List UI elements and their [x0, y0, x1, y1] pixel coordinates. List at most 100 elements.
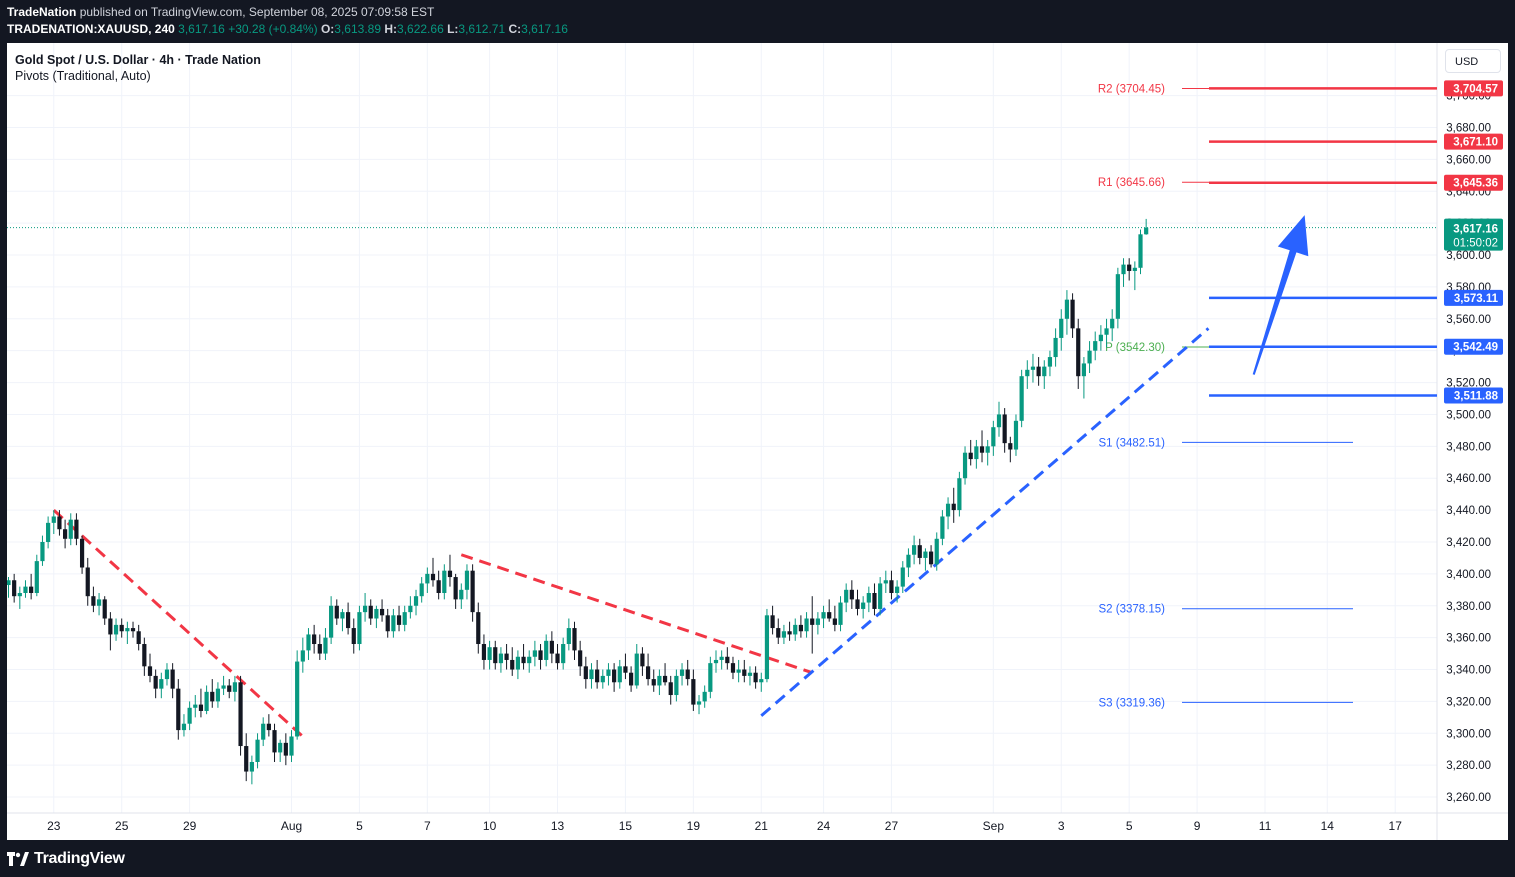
badge-bg: [1444, 289, 1503, 306]
close-value: 3,617.16: [521, 22, 568, 36]
chart-title[interactable]: Gold Spot / U.S. Dollar · 4h · Trade Nat…: [15, 53, 261, 67]
publisher-name[interactable]: TradeNation: [7, 5, 77, 19]
candle: [736, 659, 741, 683]
candle: [142, 637, 147, 676]
candle: [295, 650, 300, 740]
candle: [402, 605, 407, 632]
last-price-badge-bg: [1444, 218, 1503, 251]
candle: [300, 637, 305, 673]
candle: [1019, 369, 1024, 428]
chart-legend: Gold Spot / U.S. Dollar · 4h · Trade Nat…: [15, 53, 261, 83]
tradingview-logo[interactable]: TradingView: [7, 849, 125, 869]
candle: [832, 605, 837, 632]
pivot-label: R2 (3704.45): [1098, 84, 1165, 96]
candle: [249, 755, 254, 785]
candle: [340, 608, 345, 632]
candle: [798, 615, 803, 638]
candle: [544, 634, 549, 667]
indicator-label[interactable]: Pivots (Traditional, Auto): [15, 69, 151, 83]
time-tick-label: 19: [687, 819, 701, 833]
candle-body: [889, 580, 894, 593]
candle: [221, 675, 226, 696]
candle: [125, 621, 130, 645]
candle: [1008, 436, 1013, 463]
candle: [29, 573, 34, 600]
high-label: H:: [384, 22, 398, 36]
time-tick-label: 5: [356, 819, 363, 833]
candle: [815, 612, 820, 635]
candle-body: [125, 628, 130, 632]
candle: [928, 545, 934, 568]
candle-body: [606, 669, 611, 676]
candle: [866, 586, 871, 613]
candle: [1104, 318, 1109, 348]
candle: [821, 605, 826, 629]
candle-body: [928, 551, 934, 565]
candle-body: [176, 688, 181, 731]
candle: [951, 487, 956, 523]
price-tick-label: 3,600.00: [1446, 250, 1491, 262]
candle-body: [74, 519, 79, 539]
bar-countdown: 01:50:02: [1453, 238, 1498, 250]
price-tick-label: 3,400.00: [1446, 569, 1491, 581]
candle: [481, 634, 487, 670]
candle-body: [142, 644, 147, 667]
candle-body: [866, 593, 871, 603]
price-tick-label: 3,300.00: [1446, 728, 1491, 740]
currency-button[interactable]: USD: [1445, 49, 1501, 73]
symbol-ohlc-line: TRADENATION:XAUUSD, 240 3,617.16 +30.28 …: [7, 22, 568, 36]
candle-body: [1093, 341, 1098, 351]
candle: [170, 663, 175, 699]
time-tick-label: 14: [1321, 819, 1335, 833]
candle-body: [238, 682, 243, 747]
candle-body: [147, 666, 153, 676]
candle-body: [640, 653, 645, 667]
price-tick-label: 3,480.00: [1446, 441, 1491, 453]
candle-body: [674, 675, 679, 696]
candle: [1025, 360, 1030, 389]
candle-body: [119, 624, 124, 632]
candle-body: [730, 663, 736, 673]
candle-body: [504, 653, 509, 660]
candle-body: [198, 704, 204, 711]
candle-body: [561, 644, 566, 664]
candle-body: [187, 707, 192, 724]
candle-body: [951, 503, 956, 511]
candle: [640, 647, 645, 676]
candle: [844, 583, 849, 613]
resistance-trendline: [460, 553, 813, 675]
candle-body: [634, 653, 639, 686]
candle-body: [770, 615, 775, 629]
candle: [991, 420, 996, 456]
candle-body: [555, 653, 560, 664]
candle: [974, 439, 979, 469]
price-chart[interactable]: 3,260.00 3,280.00 3,300.00 3,320.00 3,340.00…: [7, 43, 1508, 840]
time-tick-label: 25: [115, 819, 129, 833]
candle: [572, 621, 577, 660]
tradingview-wordmark: TradingView: [34, 850, 125, 867]
price-tick-label: 3,440.00: [1446, 505, 1491, 517]
candle: [362, 593, 368, 622]
candle: [385, 608, 390, 638]
candle: [1081, 357, 1086, 399]
candle: [153, 669, 158, 699]
time-tick-label: 13: [551, 819, 565, 833]
candle: [730, 656, 736, 680]
support-trendline: [760, 327, 1210, 717]
candle-body: [764, 615, 770, 680]
price-tick-label: 3,420.00: [1446, 537, 1491, 549]
candle: [91, 586, 96, 613]
candle: [1132, 261, 1137, 291]
chart-area[interactable]: 3,260.00 3,280.00 3,300.00 3,320.00 3,340.00…: [7, 43, 1508, 840]
candle: [1042, 360, 1047, 389]
candle-body: [249, 761, 254, 772]
candle: [130, 621, 136, 638]
candle: [181, 714, 187, 737]
candle-body: [979, 446, 985, 453]
pivot-label: S3 (3319.36): [1099, 697, 1166, 709]
candle: [12, 573, 17, 603]
candle: [204, 685, 209, 715]
candle-body: [549, 640, 554, 654]
candle: [1087, 341, 1092, 373]
candle: [40, 535, 45, 566]
